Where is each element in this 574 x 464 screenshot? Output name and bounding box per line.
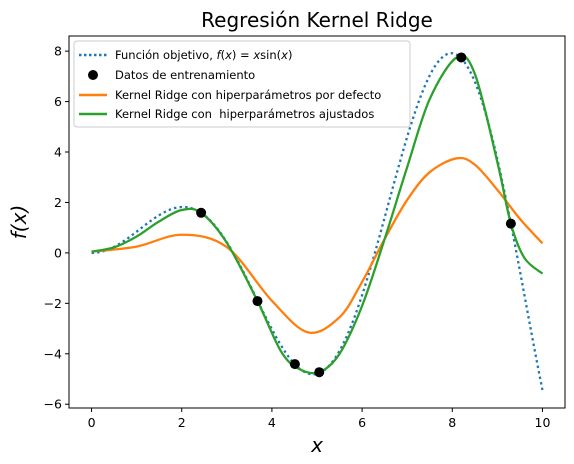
x-tick-label: 4 [268, 415, 276, 430]
y-tick-label: 6 [54, 94, 62, 109]
y-tick-label: −4 [44, 346, 62, 361]
legend-label-target: Función objetivo, f(x) = xsin(x) [115, 48, 292, 62]
x-tick-label: 2 [178, 415, 186, 430]
training-point [196, 207, 207, 218]
legend: Función objetivo, f(x) = xsin(x) Datos d… [73, 40, 411, 128]
y-tick-label: 8 [54, 44, 62, 59]
series-layer [91, 52, 544, 391]
training-point [456, 52, 467, 63]
axes-frame [68, 35, 566, 409]
legend-label-training: Datos de entrenamiento [115, 68, 255, 82]
x-tick-label: 8 [448, 415, 456, 430]
y-tick-label: 0 [54, 245, 62, 260]
legend-label-tuned: Kernel Ridge con hiperparámetros ajustad… [115, 107, 374, 121]
y-tick-label: 2 [54, 195, 62, 210]
legend-box [73, 40, 411, 128]
x-tick-label: 0 [88, 415, 96, 430]
series-line-tuned [91, 54, 544, 375]
training-point [252, 296, 263, 307]
y-axis-label: f(x) [7, 205, 31, 239]
training-point [314, 367, 325, 378]
training-point [289, 359, 300, 370]
legend-swatch-training [88, 70, 98, 80]
y-axis-ticks: −6 −4 −2 0 2 4 6 8 [44, 44, 69, 412]
x-axis-label: x [310, 433, 323, 457]
series-line-default [91, 156, 544, 334]
training-points-layer [196, 52, 516, 378]
legend-label-default: Kernel Ridge con hiperparámetros por def… [115, 88, 381, 102]
training-point [505, 218, 516, 229]
y-tick-label: 4 [54, 145, 62, 160]
x-axis-ticks: 0 2 4 6 8 10 [88, 408, 551, 430]
x-tick-label: 6 [358, 415, 366, 430]
x-tick-label: 10 [535, 415, 551, 430]
y-tick-label: −2 [44, 296, 62, 311]
chart-title: Regresión Kernel Ridge [201, 8, 433, 32]
y-tick-label: −6 [44, 397, 62, 412]
